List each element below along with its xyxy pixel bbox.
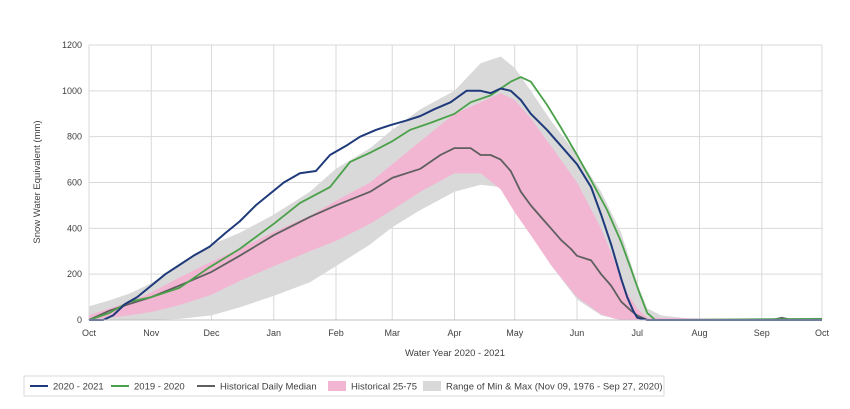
legend-label: 2020 - 2021 [53,382,104,393]
legend-label: Historical 25-75 [351,382,417,393]
y-tick-label: 1200 [62,40,82,50]
y-tick-label: 1000 [62,86,82,96]
legend-label: Range of Min & Max (Nov 09, 1976 - Sep 2… [446,382,663,393]
historical-median-line [88,147,823,321]
y-tick-label: 600 [67,178,82,188]
y-tick-labels: 0 200 400 600 800 1000 1200 [62,40,82,325]
x-tick-label: Jan [266,328,281,338]
band-areas [89,56,822,320]
x-tick-label: Jul [631,328,643,338]
legend-swatch [423,381,441,391]
x-tick-label: Mar [384,328,400,338]
x-tick-label: Nov [143,328,160,338]
x-tick-label: Sep [754,328,770,338]
x-tick-label: Oct [815,328,830,338]
x-tick-label: Jun [570,328,585,338]
y-tick-label: 0 [77,315,82,325]
x-tick-label: Feb [328,328,344,338]
y-axis-title: Snow Water Equivalent (mm) [32,120,43,243]
historical-25-75-band [89,93,822,320]
series-2019-2020-line [88,76,823,321]
series-lines [88,76,823,321]
legend: 2020 - 2021 2019 - 2020 Historical Daily M… [30,381,663,393]
legend-label: 2019 - 2020 [134,382,185,393]
x-axis-title: Water Year 2020 - 2021 [405,348,505,359]
y-tick-label: 400 [67,223,82,233]
y-tick-label: 800 [67,132,82,142]
legend-swatch [328,381,346,391]
legend-label: Historical Daily Median [220,382,317,393]
x-tick-label: Dec [203,328,220,338]
x-tick-label: Aug [691,328,707,338]
y-tick-label: 200 [67,269,82,279]
x-tick-label: Apr [447,328,461,338]
x-tick-labels: Oct Nov Dec Jan Feb Mar Apr May Jun Jul Aug Sep Oct [82,328,830,338]
x-tick-label: Oct [82,328,97,338]
x-tick-label: May [506,328,524,338]
series-2020-2021-line [89,87,822,321]
